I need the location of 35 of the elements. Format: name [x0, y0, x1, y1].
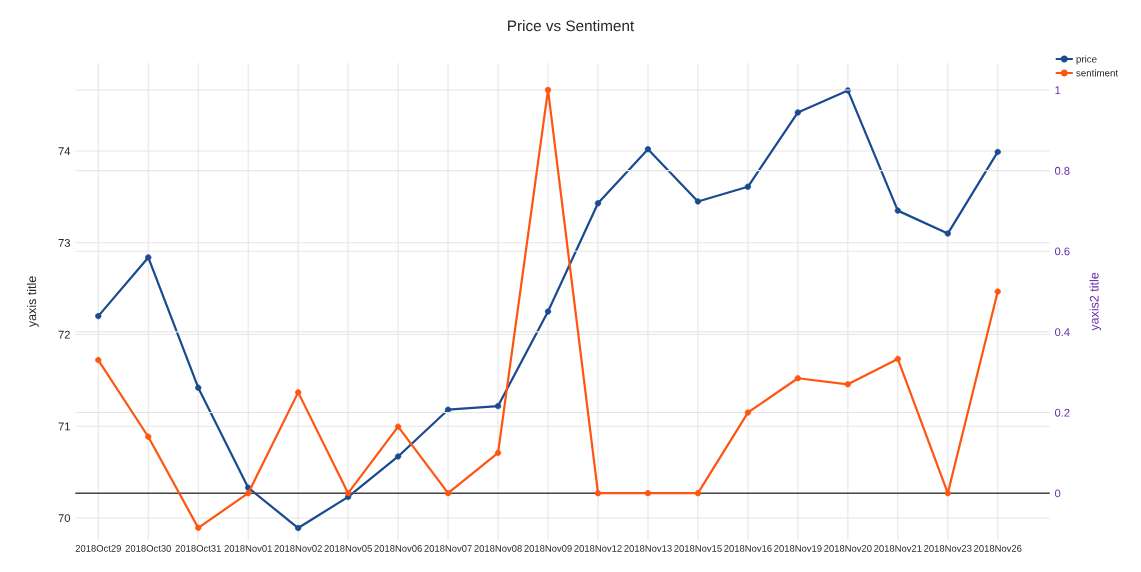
y-tick-label: 73 — [58, 239, 70, 247]
x-tick-label: 2018Nov09 — [524, 545, 572, 552]
x-tick-label: 2018Nov02 — [274, 545, 322, 552]
x-tick-label: 2018Nov07 — [424, 545, 472, 552]
x-tick-label: 2018Nov21 — [874, 545, 922, 552]
y-tick-label: 71 — [58, 422, 70, 431]
x-tick-label: 2018Nov16 — [724, 545, 772, 552]
x-tick-label: 2018Nov01 — [224, 545, 272, 552]
y2-tick-label: 0.8 — [1055, 166, 1070, 175]
legend-label: sentiment — [1076, 69, 1119, 77]
x-tick-label: 2018Nov15 — [674, 545, 722, 552]
x-tick-label: 2018Nov19 — [774, 545, 822, 552]
y2-tick-label: 1 — [1055, 86, 1061, 94]
x-tick-label: 2018Nov05 — [324, 545, 372, 552]
y2-tick-label: 0.4 — [1055, 328, 1070, 337]
y-tick-label: 72 — [58, 330, 70, 339]
y-axis-title: yaxis title — [26, 276, 39, 328]
y2-tick-label: 0.6 — [1055, 247, 1070, 256]
x-tick-label: 2018Oct29 — [75, 545, 121, 552]
x-tick-label: 2018Oct31 — [175, 545, 221, 552]
y-tick-label: 70 — [58, 514, 71, 523]
y2-tick-label: 0 — [1055, 489, 1061, 498]
x-tick-label: 2018Nov06 — [374, 545, 422, 552]
x-tick-label: 2018Nov23 — [924, 545, 972, 552]
x-tick-label: 2018Nov08 — [474, 545, 522, 552]
x-tick-label: 2018Nov12 — [574, 545, 622, 552]
x-tick-label: 2018Oct30 — [125, 545, 171, 552]
x-tick-label: 2018Nov13 — [624, 545, 672, 552]
y2-axis-title: yaxis2 title — [1089, 272, 1102, 331]
legend-label: price — [1076, 55, 1097, 65]
x-tick-label: 2018Nov20 — [824, 545, 872, 552]
x-tick-label: 2018Nov26 — [974, 545, 1022, 552]
y2-tick-label: 0.2 — [1055, 408, 1070, 417]
chart-title: Price vs Sentiment — [508, 20, 635, 32]
y-tick-label: 74 — [58, 147, 71, 156]
